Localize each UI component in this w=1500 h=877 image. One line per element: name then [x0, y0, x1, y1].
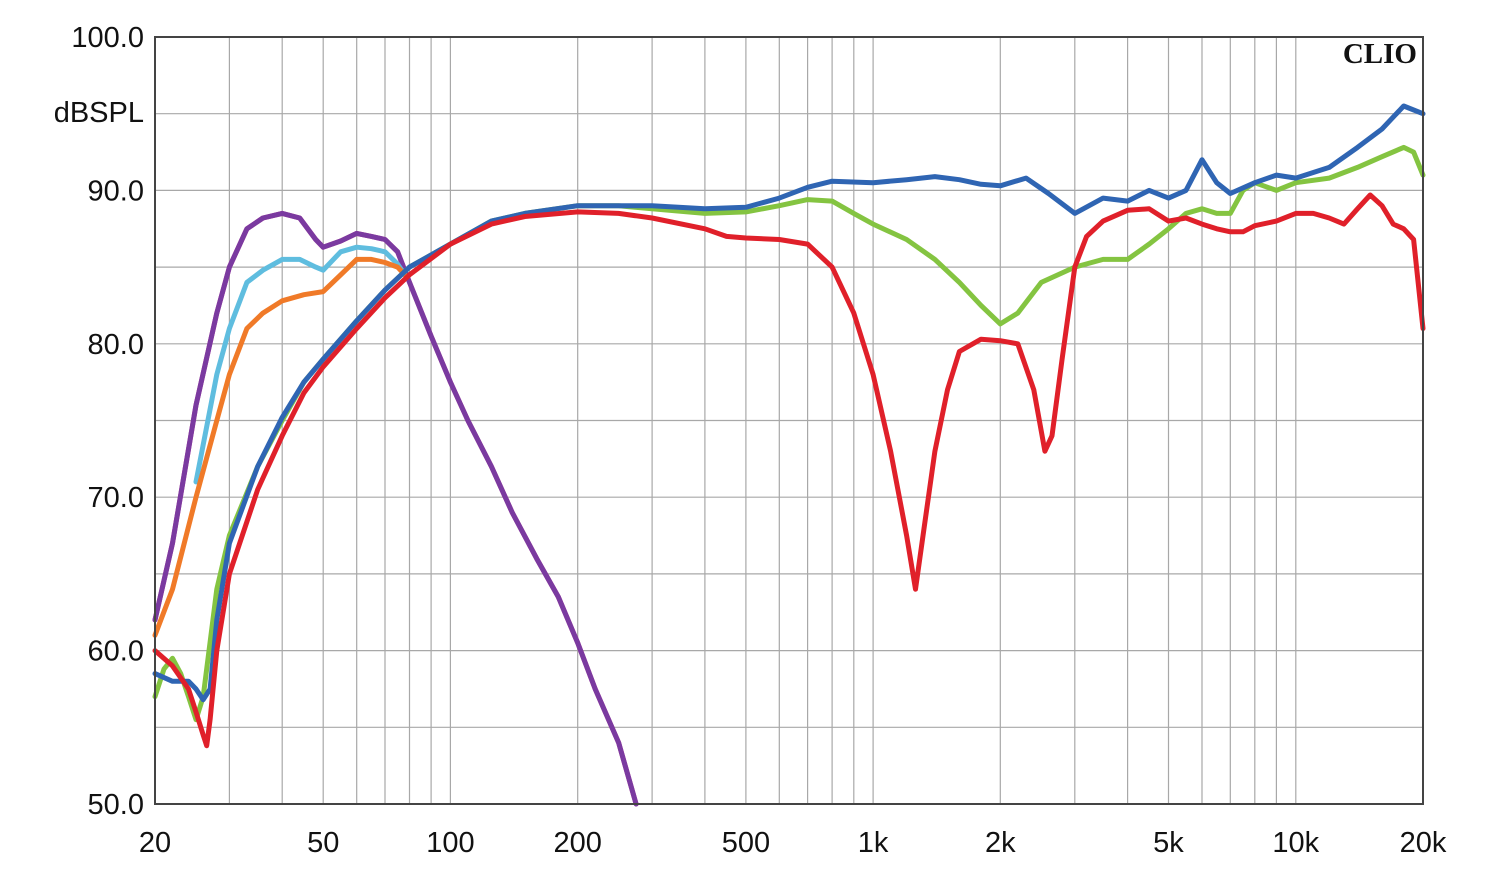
y-axis-label: dBSPL [54, 97, 144, 129]
y-tick-label: 70.0 [88, 482, 144, 514]
x-tick-label: 20 [139, 827, 171, 859]
x-tick-label: 1k [858, 827, 889, 859]
x-tick-label: 5k [1153, 827, 1184, 859]
series-line-3 [193, 244, 408, 485]
y-tick-label: 100.0 [71, 22, 144, 54]
x-tick-label: 20k [1400, 827, 1447, 859]
x-tick-labels: 20 50 100 200 500 1k 2k 5k 10k 20k [139, 827, 1447, 859]
x-tick-label: 200 [554, 827, 602, 859]
series-line-4 [152, 256, 408, 638]
grid [155, 37, 1423, 804]
y-tick-label: 60.0 [88, 636, 144, 668]
y-tick-label: 90.0 [88, 175, 144, 207]
brand-logo-text: CLIO [1343, 38, 1417, 70]
series-line-1 [152, 210, 639, 807]
x-tick-label: 500 [722, 827, 770, 859]
x-tick-label: 50 [307, 827, 339, 859]
y-tick-label: 80.0 [88, 329, 144, 361]
x-tick-label: 10k [1272, 827, 1319, 859]
x-tick-label: 2k [985, 827, 1016, 859]
y-tick-label: 50.0 [88, 789, 144, 821]
series-line-2 [152, 210, 639, 807]
series-line-7 [152, 192, 1426, 749]
plot-frame [154, 36, 1424, 805]
series-layer [152, 103, 1426, 807]
y-tick-labels: 100.0 90.0 80.0 70.0 60.0 50.0 [71, 22, 144, 821]
x-tick-label: 100 [426, 827, 474, 859]
series-line-6 [152, 103, 1426, 703]
